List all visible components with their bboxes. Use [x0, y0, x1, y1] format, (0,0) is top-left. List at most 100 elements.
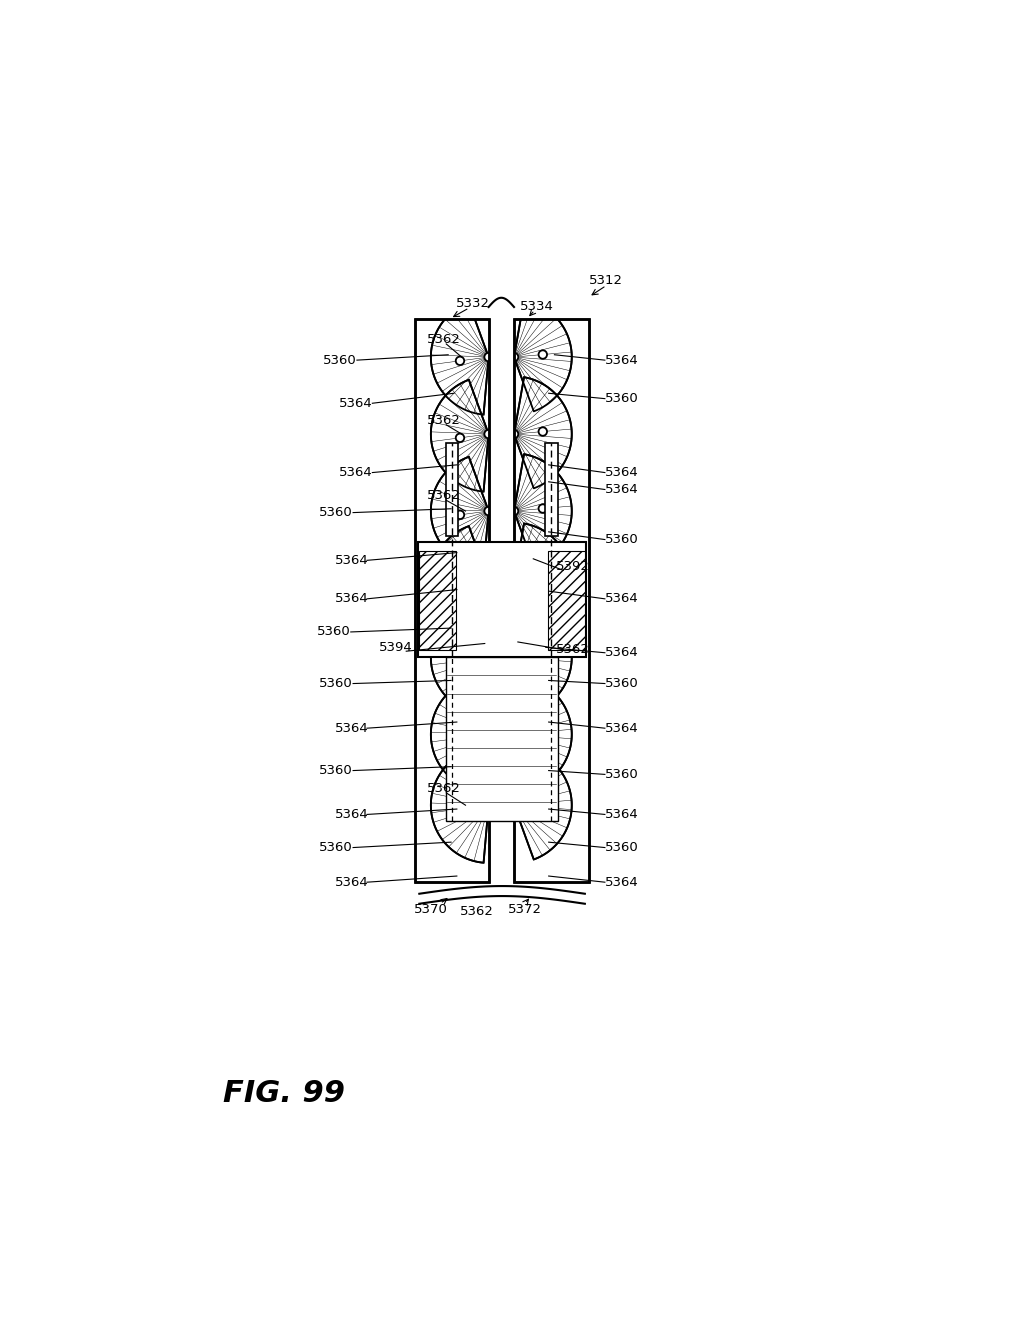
Text: 5362: 5362: [427, 413, 461, 426]
Polygon shape: [431, 527, 488, 638]
Text: Patent Application Publication: Patent Application Publication: [196, 214, 423, 227]
Polygon shape: [514, 748, 571, 859]
Text: 5362: 5362: [427, 490, 461, 502]
Circle shape: [484, 801, 493, 809]
Bar: [589, 318, 920, 882]
Text: 5372: 5372: [508, 903, 542, 916]
Polygon shape: [431, 603, 488, 715]
Text: 5364: 5364: [335, 593, 369, 606]
Circle shape: [539, 350, 547, 359]
Text: 5364: 5364: [605, 593, 639, 606]
Circle shape: [456, 511, 464, 519]
Circle shape: [456, 433, 464, 442]
Circle shape: [484, 730, 493, 739]
Circle shape: [456, 805, 464, 813]
Circle shape: [456, 356, 464, 366]
Text: Nov. 29, 2012: Nov. 29, 2012: [403, 214, 505, 227]
Circle shape: [510, 653, 518, 661]
Circle shape: [484, 507, 493, 515]
Text: FIG. 99: FIG. 99: [223, 1080, 345, 1109]
Text: 5364: 5364: [335, 554, 369, 566]
Polygon shape: [431, 680, 488, 792]
Text: 5360: 5360: [319, 677, 353, 690]
Text: 5360: 5360: [317, 626, 350, 639]
Text: 5360: 5360: [319, 764, 353, 777]
Text: 5364: 5364: [605, 483, 639, 496]
Text: 5370: 5370: [414, 903, 447, 916]
Polygon shape: [514, 677, 571, 788]
Text: 5364: 5364: [335, 808, 369, 821]
Text: 5362: 5362: [556, 643, 590, 656]
Polygon shape: [514, 601, 571, 711]
Text: 5364: 5364: [339, 397, 373, 409]
Text: 5360: 5360: [319, 506, 353, 519]
Text: 5394: 5394: [379, 640, 413, 653]
Circle shape: [539, 727, 547, 737]
Text: 5360: 5360: [324, 354, 357, 367]
Bar: [488, 318, 514, 882]
Circle shape: [510, 430, 518, 438]
Polygon shape: [431, 457, 488, 569]
Bar: [131, 318, 416, 882]
Bar: [445, 657, 557, 821]
Text: US 2012/0298719 A1: US 2012/0298719 A1: [615, 214, 771, 227]
Circle shape: [539, 799, 547, 807]
Text: 5364: 5364: [605, 647, 639, 659]
Text: 5334: 5334: [520, 300, 554, 313]
Circle shape: [539, 428, 547, 436]
Bar: [445, 444, 458, 536]
Polygon shape: [514, 524, 571, 635]
Text: 5364: 5364: [605, 354, 639, 367]
Circle shape: [484, 653, 493, 661]
Bar: [548, 552, 585, 649]
Polygon shape: [514, 378, 571, 488]
Text: 5364: 5364: [335, 875, 369, 888]
Bar: [131, 882, 920, 1175]
Text: 5364: 5364: [605, 722, 639, 735]
Bar: [416, 318, 488, 882]
Circle shape: [539, 504, 547, 512]
Polygon shape: [514, 454, 571, 565]
Bar: [419, 552, 456, 649]
Text: 5312: 5312: [590, 273, 624, 286]
Polygon shape: [431, 302, 488, 414]
Circle shape: [456, 579, 464, 589]
Circle shape: [484, 576, 493, 585]
Text: 5360: 5360: [605, 768, 639, 781]
Text: 5364: 5364: [339, 466, 373, 479]
Text: 5360: 5360: [605, 677, 639, 690]
Bar: [514, 318, 589, 882]
Bar: [545, 444, 557, 536]
Circle shape: [510, 576, 518, 585]
Text: Sheet 71 of 88: Sheet 71 of 88: [508, 214, 614, 227]
Text: 5360: 5360: [605, 533, 639, 546]
Polygon shape: [514, 300, 571, 412]
Bar: [418, 543, 587, 657]
Circle shape: [510, 507, 518, 515]
Circle shape: [510, 730, 518, 739]
Text: 5360: 5360: [605, 841, 639, 854]
Text: 5332: 5332: [457, 297, 490, 310]
Text: 5364: 5364: [335, 722, 369, 735]
Text: 5364: 5364: [605, 808, 639, 821]
Circle shape: [484, 430, 493, 438]
Text: 5362: 5362: [460, 906, 494, 917]
Text: 5360: 5360: [605, 392, 639, 405]
Circle shape: [539, 574, 547, 582]
Circle shape: [510, 801, 518, 809]
Text: 5360: 5360: [319, 841, 353, 854]
Bar: [131, 158, 920, 318]
Circle shape: [456, 657, 464, 665]
Circle shape: [510, 352, 518, 362]
Circle shape: [484, 352, 493, 362]
Bar: [514, 318, 589, 882]
Bar: [416, 318, 488, 882]
Text: 5392: 5392: [556, 560, 590, 573]
Polygon shape: [431, 380, 488, 491]
Text: 5364: 5364: [605, 466, 639, 479]
Text: 5362: 5362: [427, 781, 461, 795]
Text: 5364: 5364: [605, 875, 639, 888]
Circle shape: [539, 651, 547, 659]
Text: 5362: 5362: [427, 333, 461, 346]
Polygon shape: [431, 751, 488, 863]
